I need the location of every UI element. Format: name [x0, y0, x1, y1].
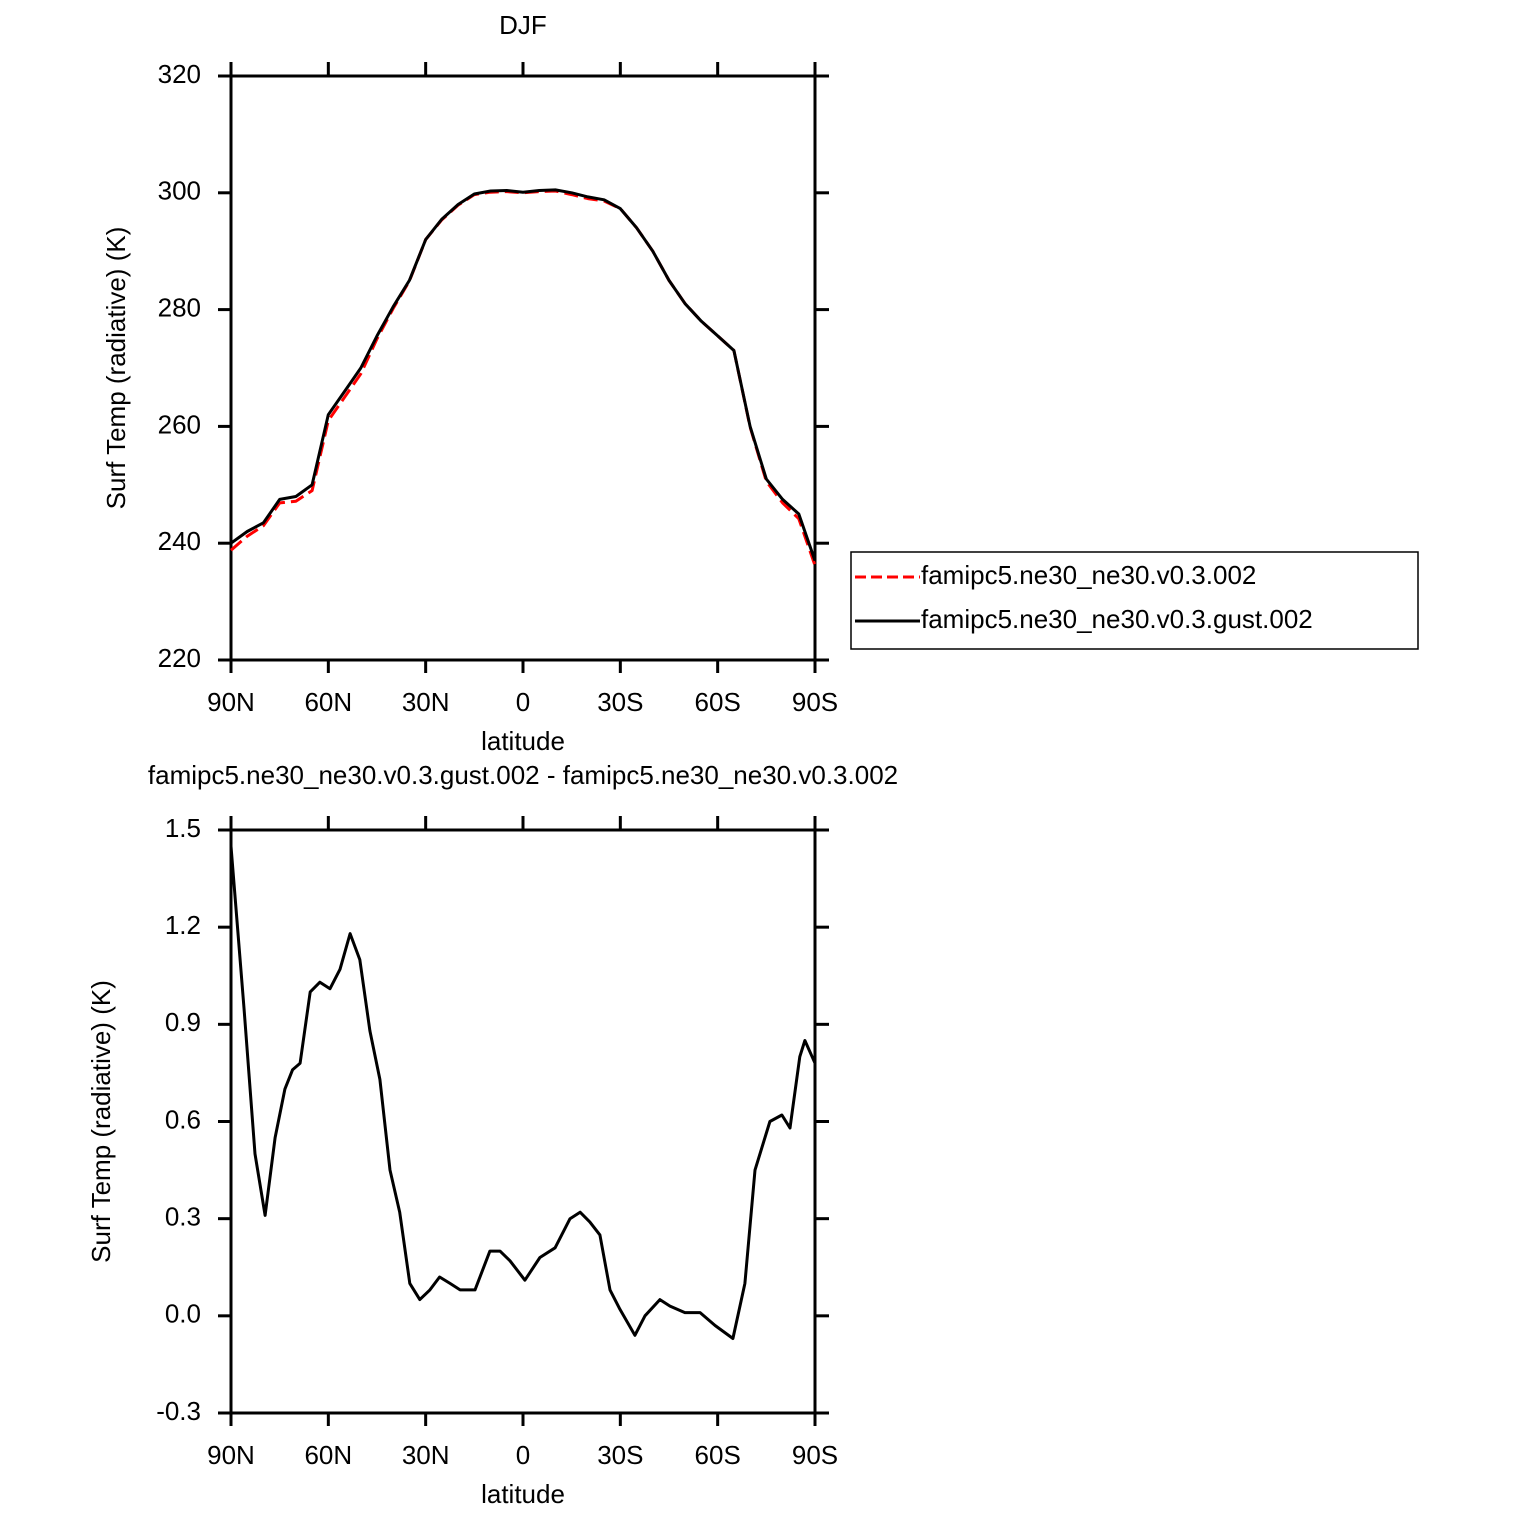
y-axis-label: Surf Temp (radiative) (K)	[101, 227, 131, 510]
y-tick-label: 300	[158, 176, 201, 206]
x-tick-label: 0	[516, 1440, 530, 1470]
y-tick-label: 260	[158, 409, 201, 439]
y-tick-label: 320	[158, 59, 201, 89]
x-axis-label: latitude	[481, 726, 565, 756]
y-tick-label: -0.3	[156, 1396, 201, 1426]
y-tick-label: 1.2	[165, 910, 201, 940]
x-tick-label: 60N	[304, 687, 352, 717]
y-tick-label: 240	[158, 526, 201, 556]
x-tick-label: 90N	[207, 687, 255, 717]
x-axis-label: latitude	[481, 1479, 565, 1509]
x-tick-label: 30N	[402, 1440, 450, 1470]
y-tick-label: 220	[158, 643, 201, 673]
plot-frame	[229, 74, 817, 662]
y-tick-label: 0.6	[165, 1104, 201, 1134]
x-tick-label: 60N	[304, 1440, 352, 1470]
x-tick-label: 60S	[695, 1440, 741, 1470]
y-tick-label: 1.5	[165, 813, 201, 843]
data-line	[229, 846, 817, 1340]
legend-label: famipc5.ne30_ne30.v0.3.gust.002	[921, 604, 1313, 634]
y-tick-label: 0.0	[165, 1299, 201, 1329]
x-tick-label: 30N	[402, 687, 450, 717]
data-line	[230, 189, 817, 566]
x-tick-label: 90N	[207, 1440, 255, 1470]
y-axis-label: Surf Temp (radiative) (K)	[86, 980, 116, 1263]
plot-frame	[229, 828, 817, 1415]
y-tick-label: 280	[158, 292, 201, 322]
x-tick-label: 30S	[597, 1440, 643, 1470]
legend-box	[850, 551, 1419, 650]
x-tick-label: 90S	[792, 687, 838, 717]
chart-title: DJF	[499, 10, 547, 40]
x-tick-label: 90S	[792, 1440, 838, 1470]
x-tick-label: 0	[516, 687, 530, 717]
y-tick-label: 0.3	[165, 1202, 201, 1232]
x-tick-label: 60S	[695, 687, 741, 717]
data-line	[230, 188, 817, 562]
y-tick-label: 0.9	[165, 1007, 201, 1037]
legend-label: famipc5.ne30_ne30.v0.3.002	[921, 560, 1256, 590]
chart-title: famipc5.ne30_ne30.v0.3.gust.002 - famipc…	[148, 760, 898, 790]
x-tick-label: 30S	[597, 687, 643, 717]
